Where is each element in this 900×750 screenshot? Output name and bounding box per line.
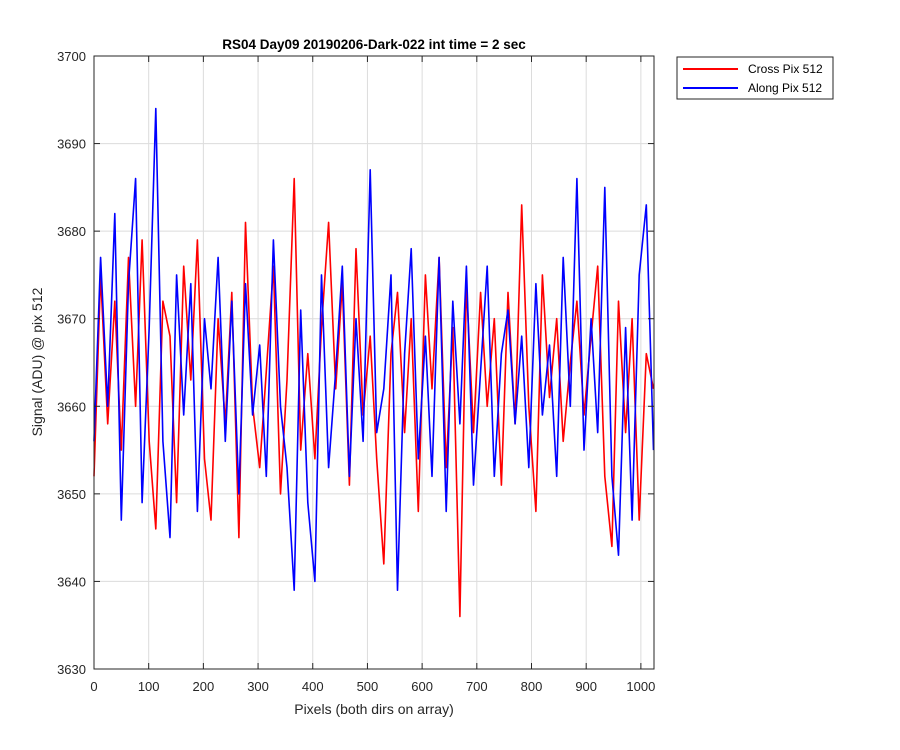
y-tick-labels: 3630 3640 3650 3660 3670 3680 3690 3700 [57,49,86,677]
x-tick-label: 800 [521,679,543,694]
x-tick-label: 100 [138,679,160,694]
x-tick-label: 1000 [626,679,655,694]
legend: Cross Pix 512 Along Pix 512 [676,56,834,100]
x-tick-label: 500 [357,679,379,694]
legend-label-along: Along Pix 512 [748,81,822,95]
plot-frame [93,55,655,670]
y-tick-label: 3670 [57,312,86,327]
y-tick-label: 3680 [57,224,86,239]
y-tick-label: 3700 [57,49,86,64]
x-tick-label: 0 [90,679,97,694]
x-tick-label: 400 [302,679,324,694]
x-tick-label: 200 [193,679,215,694]
axis-ticks [93,55,654,670]
x-tick-labels: 0 100 200 300 400 500 600 700 800 900 1000 [90,679,655,694]
x-tick-label: 600 [411,679,433,694]
y-tick-label: 3640 [57,574,86,589]
x-tick-label: 900 [575,679,597,694]
x-tick-label: 700 [466,679,488,694]
y-tick-label: 3630 [57,662,86,677]
series-line-along-pix-512 [93,107,655,592]
y-axis-label: Signal (ADU) @ pix 512 [29,287,45,436]
y-tick-label: 3650 [57,487,86,502]
x-tick-label: 300 [247,679,269,694]
chart-title: RS04 Day09 20190206-Dark-022 int time = … [222,37,526,52]
y-tick-label: 3660 [57,399,86,414]
legend-box [676,56,834,100]
legend-label-cross: Cross Pix 512 [748,62,823,76]
data-series [93,107,655,618]
x-axis-label: Pixels (both dirs on array) [294,701,454,717]
y-tick-label: 3690 [57,137,86,152]
